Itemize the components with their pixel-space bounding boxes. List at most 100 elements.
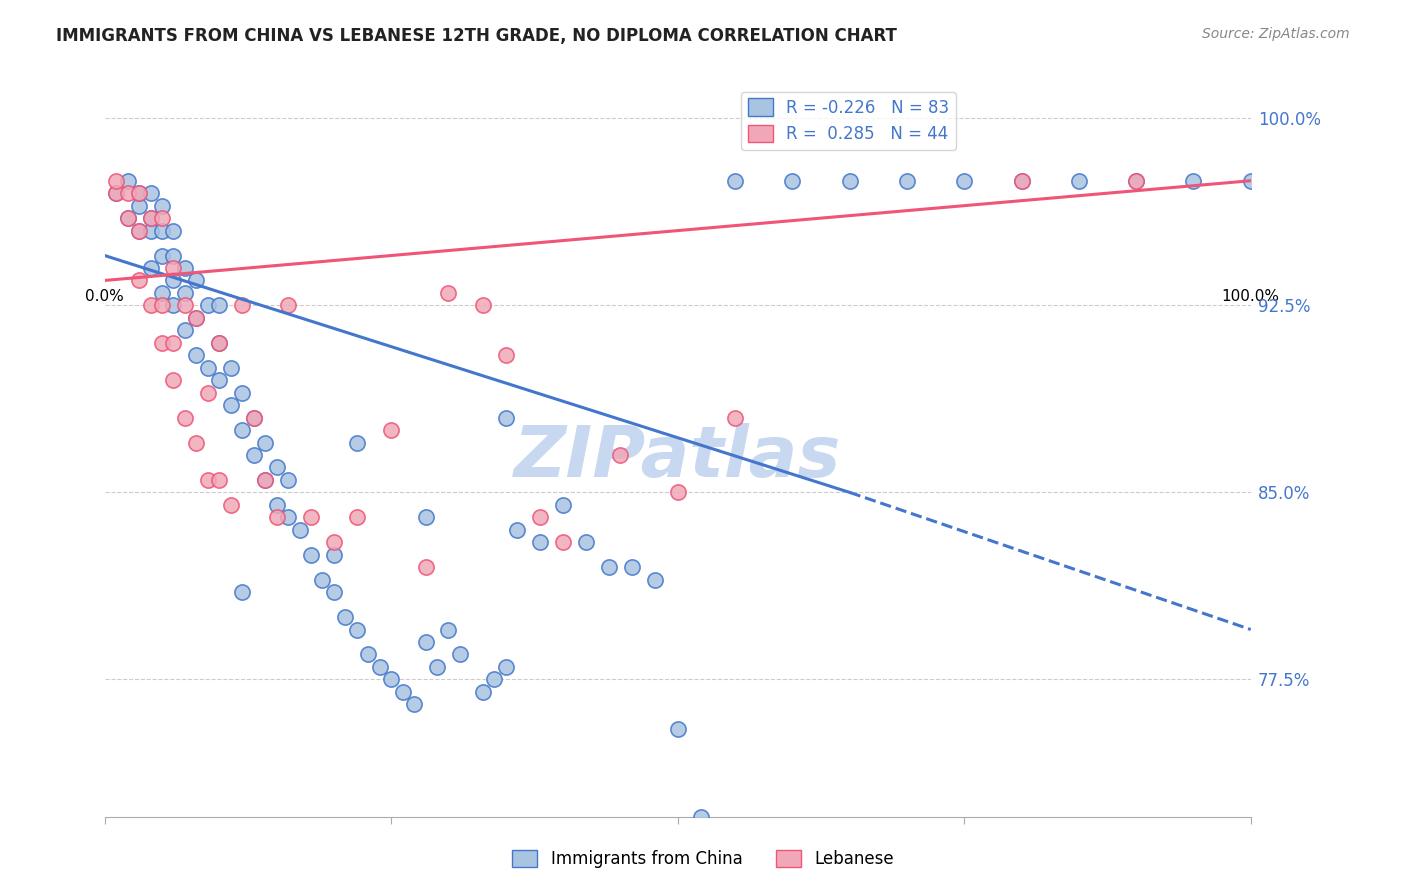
Point <box>105 186 128 201</box>
Point <box>689 809 711 823</box>
Point <box>471 298 494 312</box>
Point <box>139 260 162 275</box>
Point <box>162 260 184 275</box>
Point <box>254 435 277 450</box>
Point <box>620 560 643 574</box>
Point <box>150 335 173 350</box>
Point <box>219 398 242 412</box>
Point <box>128 273 150 287</box>
Point <box>288 523 311 537</box>
Point <box>186 310 208 325</box>
Point <box>322 548 344 562</box>
Point <box>666 485 689 500</box>
Text: IMMIGRANTS FROM CHINA VS LEBANESE 12TH GRADE, NO DIPLOMA CORRELATION CHART: IMMIGRANTS FROM CHINA VS LEBANESE 12TH G… <box>56 27 897 45</box>
Point <box>415 635 437 649</box>
Point <box>380 673 402 687</box>
Point <box>128 224 150 238</box>
Point <box>346 510 368 524</box>
Point <box>128 186 150 201</box>
Point <box>495 348 517 362</box>
Point <box>139 186 162 201</box>
Point <box>553 535 575 549</box>
Point <box>197 385 219 400</box>
Point <box>1240 174 1263 188</box>
Point <box>105 186 128 201</box>
Point <box>117 186 139 201</box>
Point <box>162 298 184 312</box>
Point <box>162 248 184 262</box>
Point <box>426 660 449 674</box>
Point <box>277 510 299 524</box>
Point <box>150 211 173 226</box>
Point <box>495 660 517 674</box>
Point <box>1182 174 1205 188</box>
Point <box>1125 174 1147 188</box>
Point <box>724 410 747 425</box>
Point <box>415 510 437 524</box>
Point <box>299 548 322 562</box>
Point <box>644 573 666 587</box>
Point <box>162 224 184 238</box>
Point <box>254 473 277 487</box>
Point <box>242 410 264 425</box>
Point <box>495 410 517 425</box>
Point <box>266 498 288 512</box>
Point <box>277 298 299 312</box>
Point <box>174 285 197 300</box>
Point <box>117 174 139 188</box>
Point <box>529 510 551 524</box>
Point <box>346 435 368 450</box>
Point <box>1067 174 1090 188</box>
Point <box>219 360 242 375</box>
Point <box>139 211 162 226</box>
Point <box>357 648 380 662</box>
Point <box>128 224 150 238</box>
Point <box>782 174 804 188</box>
Point <box>724 174 747 188</box>
Point <box>404 698 426 712</box>
Point <box>150 298 173 312</box>
Point <box>231 385 253 400</box>
Point <box>186 310 208 325</box>
Point <box>150 248 173 262</box>
Text: Source: ZipAtlas.com: Source: ZipAtlas.com <box>1202 27 1350 41</box>
Point <box>150 285 173 300</box>
Point <box>174 260 197 275</box>
Point <box>322 585 344 599</box>
Point <box>506 523 529 537</box>
Point <box>174 323 197 337</box>
Point <box>139 224 162 238</box>
Point <box>553 498 575 512</box>
Point <box>529 535 551 549</box>
Point <box>174 298 197 312</box>
Point <box>128 186 150 201</box>
Point <box>838 174 860 188</box>
Point <box>437 623 460 637</box>
Point <box>415 560 437 574</box>
Point <box>953 174 976 188</box>
Point <box>1011 174 1033 188</box>
Text: ZIPatlas: ZIPatlas <box>515 423 841 492</box>
Legend: Immigrants from China, Lebanese: Immigrants from China, Lebanese <box>506 843 900 875</box>
Point <box>117 211 139 226</box>
Point <box>208 473 231 487</box>
Point <box>575 535 598 549</box>
Point <box>266 510 288 524</box>
Point <box>231 423 253 437</box>
Point <box>368 660 391 674</box>
Point <box>335 610 357 624</box>
Point <box>346 623 368 637</box>
Point <box>609 448 631 462</box>
Point <box>449 648 471 662</box>
Legend: R = -0.226   N = 83, R =  0.285   N = 44: R = -0.226 N = 83, R = 0.285 N = 44 <box>741 92 956 150</box>
Point <box>322 535 344 549</box>
Point <box>1011 174 1033 188</box>
Point <box>598 560 620 574</box>
Point <box>162 373 184 387</box>
Point <box>471 685 494 699</box>
Point <box>242 448 264 462</box>
Text: 0.0%: 0.0% <box>86 289 124 304</box>
Point <box>1125 174 1147 188</box>
Point <box>219 498 242 512</box>
Point <box>231 585 253 599</box>
